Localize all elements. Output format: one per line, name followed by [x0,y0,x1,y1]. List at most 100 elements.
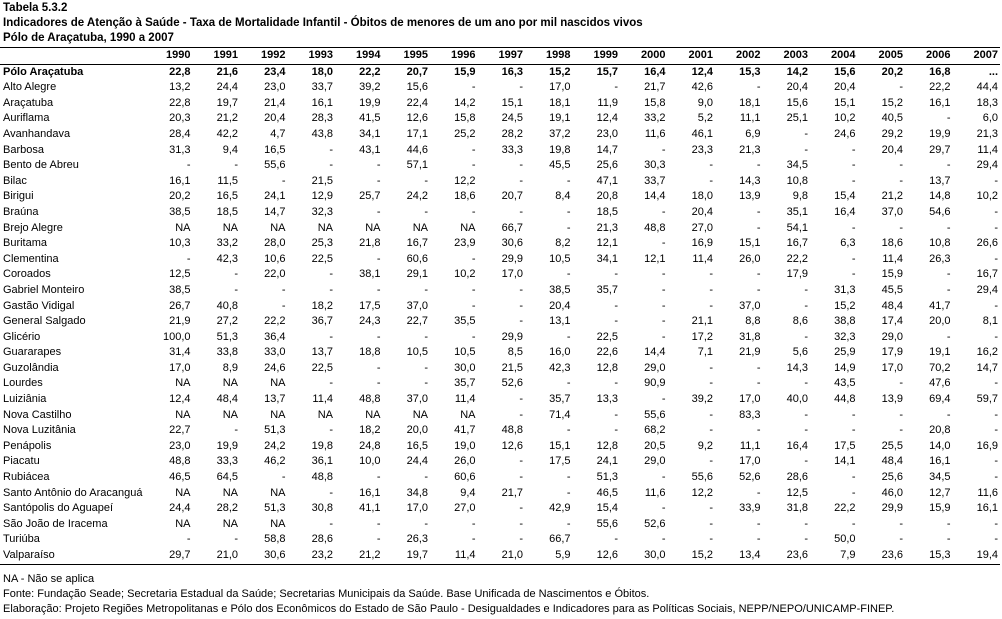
rate-cell: 20,4 [881,143,903,156]
rate-cell: 66,7 [549,533,571,546]
rate-cell: 30,6 [240,548,288,565]
rate-cell: 12,1 [644,252,666,265]
rate-cell: 24,8 [359,439,381,452]
rate-cell: 13,4 [715,548,763,565]
rate-cell: - [709,517,713,530]
municipality-name: Rubiácea [3,471,50,484]
rate-cell: 5,9 [525,548,573,565]
rate-cell: 4,7 [270,127,286,140]
rate-cell: 13,3 [596,393,618,406]
rate-cell: 33,9 [739,502,761,515]
rate-cell: 8,4 [555,190,571,203]
rate-cell: 24,1 [596,455,618,468]
rate-cell: - [804,283,808,296]
municipality-name: Buritama [3,237,48,250]
rate-cell: - [851,486,856,499]
rate-cell: 13,9 [881,393,903,406]
rate-cell: - [519,471,523,484]
table-row: Brejo Alegre NA NA NA NA NA NA NA 66,7 - 21,3 48,8 2… [0,221,1000,237]
rate-cell: 17,5 [359,299,381,312]
rate-cell: - [614,268,618,281]
rate-cell: 37,2 [549,127,571,140]
municipality-name: Nova Luzitânia [3,424,76,437]
rate-cell: - [994,299,998,312]
rate-cell: - [234,424,238,437]
rate-cell: - [281,471,286,484]
rate-cell: 11,5 [217,174,238,187]
rate-cell: 17,5 [834,439,856,452]
rate-cell: - [424,361,428,374]
rate-cell: 30,8 [311,502,333,515]
rate-cell: 23,0 [264,81,286,94]
rate-cell: 21,9 [169,315,191,328]
rate-cell: - [994,252,998,265]
rate-cell: 9,8 [792,190,808,203]
rate-cell: 27,0 [454,502,476,515]
rate-cell: 33,0 [264,346,286,359]
rate-cell: - [471,283,476,296]
rate-cell: 47,6 [929,377,951,390]
rate-cell: - [661,502,666,515]
rate-cell: 12,8 [596,361,618,374]
rate-cell: 10,8 [786,174,808,187]
rate-cell: 51,3 [264,502,286,515]
rate-cell: 10,0 [359,455,381,468]
rate-cell: 20,7 [501,190,523,203]
rate-cell: 16,0 [549,346,571,359]
rate-cell: - [709,174,713,187]
rate-cell: 38,5 [549,283,571,296]
rate-cell: 14,9 [834,361,856,374]
rate-cell: 19,9 [359,96,381,109]
rate-cell: 18,1 [739,96,761,109]
rate-cell: - [994,455,998,468]
rate-cell: - [424,471,428,484]
rate-cell: - [756,533,761,546]
rate-cell: - [376,330,381,343]
rate-cell: - [851,471,856,484]
table-row: General Salgado 21,9 27,2 22,2 36,7 24,3 22,7 3… [0,314,1000,330]
rate-cell: - [899,159,903,172]
rate-cell: 25,9 [834,346,856,359]
rate-cell: - [424,283,428,296]
rate-cell: 28,3 [311,112,333,125]
municipality-name: Nova Castilho [3,408,72,421]
rate-cell: 36,1 [311,455,333,468]
rate-cell: 16,1 [929,96,951,109]
rate-cell: 16,1 [311,96,333,109]
note-source: Fonte: Fundação Seade; Secretaria Estadu… [3,588,650,600]
rate-cell: 15,9 [454,65,476,78]
rate-cell: - [519,174,523,187]
rate-cell: - [756,221,761,234]
rate-cell: NA [365,408,381,421]
rate-cell: - [661,283,666,296]
rate-cell: - [614,533,618,546]
rate-cell: 25,3 [311,237,333,250]
rate-cell: NA [365,221,381,234]
rate-cell: - [661,533,666,546]
rate-cell: 22,2 [834,502,856,515]
rate-cell: 37,0 [406,393,428,406]
header-year-cell: 1990 [145,47,193,65]
rate-cell: 37,0 [406,299,428,312]
rate-cell: - [899,424,903,437]
rate-cell: 23,6 [762,548,810,565]
rate-cell: 52,6 [739,471,761,484]
rate-cell: - [946,221,951,234]
rate-cell: 20,2 [169,190,191,203]
rate-cell: - [329,330,333,343]
rate-cell: 23,0 [169,439,191,452]
header-year-cell: 2003 [762,47,810,65]
rate-cell: - [566,268,571,281]
rate-cell: 36,4 [264,330,286,343]
header-year-cell: 1997 [477,47,525,65]
table-row: Gabriel Monteiro 38,5 - - - - - - - 38,5 35,7 - - - - 3… [0,283,1000,299]
rate-cell: 16,1 [929,455,951,468]
rate-cell: 90,9 [644,377,666,390]
rate-cell: 55,6 [691,471,713,484]
rate-cell: 28,6 [786,471,808,484]
rate-cell: 14,3 [739,174,761,187]
rate-cell: 31,3 [834,283,856,296]
rate-cell: NA [175,221,191,234]
rate-cell: 20,5 [644,439,666,452]
rate-cell: 23,0 [596,127,618,140]
